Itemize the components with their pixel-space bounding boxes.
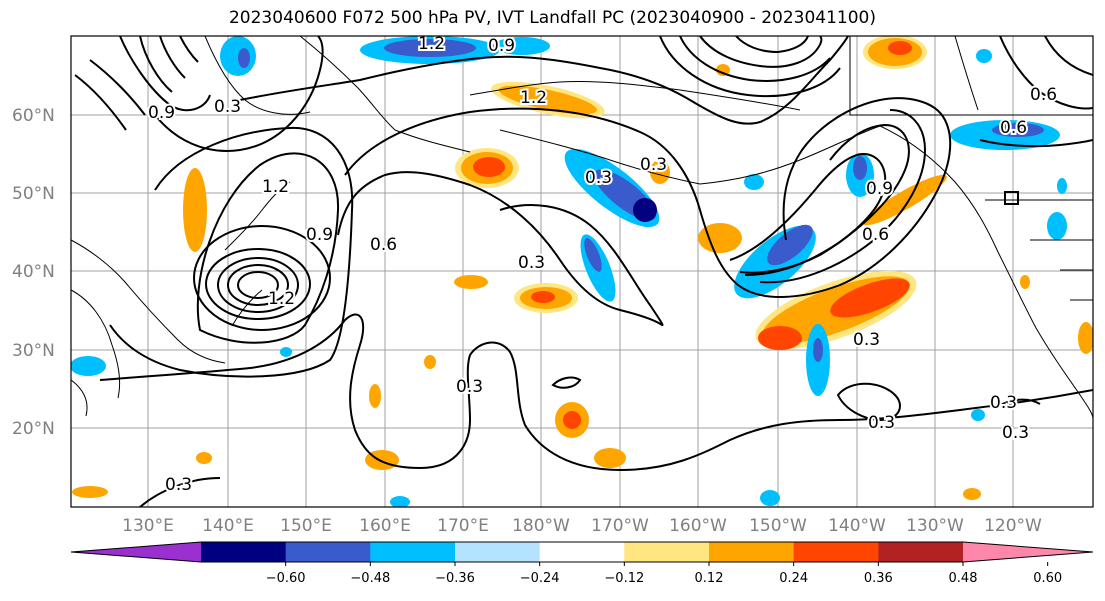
lat-label: 60°N: [12, 106, 55, 126]
colorbar-extend-low: [71, 542, 201, 562]
colorbar-tick-label: 0.36: [864, 571, 893, 586]
colorbar-tick-label: −0.60: [266, 571, 306, 586]
contour-label: 0.3: [456, 377, 483, 397]
contour-label: 1.2: [520, 88, 547, 108]
contour-label: 0.3: [1002, 423, 1029, 443]
lat-label: 40°N: [12, 262, 55, 282]
colorbar-segment: [201, 542, 287, 562]
colorbar-segment: [878, 542, 964, 562]
latitude-labels: 60°N 50°N 40°N 30°N 20°N: [12, 106, 55, 439]
contour-label: 1.2: [418, 34, 445, 54]
lon-label: 160°E: [359, 516, 411, 536]
contour-label: 0.6: [1030, 85, 1057, 105]
lon-label: 130°E: [122, 516, 174, 536]
contour-label: 0.6: [1000, 118, 1027, 138]
contour-label: 0.6: [862, 225, 889, 245]
colorbar-segment: [709, 542, 795, 562]
colorbar-tick-label: 0.60: [1033, 571, 1062, 586]
colorbar-outline: [70, 541, 1094, 563]
colorbar-tick-label: −0.36: [435, 571, 475, 586]
contour-label-group: 1.2 0.9 1.2 0.9 0.3 1.2 0.6 1.2 0.9 0.6 …: [146, 32, 1059, 497]
pv-contours: [74, 36, 1093, 507]
colorbar: −0.60 −0.48 −0.36 −0.24 −0.12 0.12 0.24 0.36 0.4…: [70, 541, 1094, 586]
colorbar-segment: [793, 542, 879, 562]
colorbar-tick-label: 0.24: [779, 571, 808, 586]
colorbar-tick-label: 0.48: [949, 571, 978, 586]
pv-anomaly-fills: [71, 36, 1093, 507]
colorbar-tick-label: −0.24: [520, 571, 560, 586]
colorbar-segment: [624, 542, 710, 562]
contour-label: 0.3: [165, 475, 192, 495]
contour-label: 0.3: [214, 97, 241, 117]
contour-label: 0.9: [866, 179, 893, 199]
contour-label: 0.9: [148, 103, 175, 123]
map-title: 2023040600 F072 500 hPa PV, IVT Landfall…: [228, 8, 876, 28]
colorbar-tick-label: −0.12: [604, 571, 644, 586]
map-frame: [70, 35, 1094, 508]
colorbar-segment: [370, 542, 456, 562]
lon-label: 170°W: [591, 516, 649, 536]
contour-label: 1.2: [268, 289, 295, 309]
colorbar-tick-label: −0.48: [350, 571, 390, 586]
colorbar-tick-label: 0.12: [695, 571, 724, 586]
contour-label: 0.3: [853, 330, 880, 350]
contour-label: 0.3: [640, 155, 667, 175]
lon-label: 150°W: [749, 516, 807, 536]
contour-label: 0.3: [990, 393, 1017, 413]
lon-label: 180°W: [512, 516, 570, 536]
contour-label: 0.9: [488, 36, 515, 56]
lat-label: 30°N: [12, 341, 55, 361]
colorbar-segment: [539, 542, 625, 562]
contour-label: 0.3: [868, 413, 895, 433]
contour-label: 0.3: [585, 168, 612, 188]
colorbar-extend-high: [963, 542, 1093, 562]
lat-label: 50°N: [12, 184, 55, 204]
lon-label: 170°E: [437, 516, 489, 536]
contour-label: 1.2: [262, 177, 289, 197]
lat-label: 20°N: [12, 419, 55, 439]
lon-label: 160°W: [669, 516, 727, 536]
contour-label: 0.6: [370, 235, 397, 255]
lon-label: 120°W: [984, 516, 1042, 536]
contour-label: 0.9: [306, 225, 333, 245]
longitude-labels: 130°E 140°E 150°E 160°E 170°E 180°W 170°…: [122, 516, 1042, 536]
lon-label: 150°E: [280, 516, 332, 536]
contour-label: 0.3: [518, 253, 545, 273]
colorbar-segment: [455, 542, 541, 562]
lon-label: 140°E: [202, 516, 254, 536]
colorbar-segment: [285, 542, 371, 562]
lon-label: 140°W: [828, 516, 886, 536]
lon-label: 130°W: [906, 516, 964, 536]
